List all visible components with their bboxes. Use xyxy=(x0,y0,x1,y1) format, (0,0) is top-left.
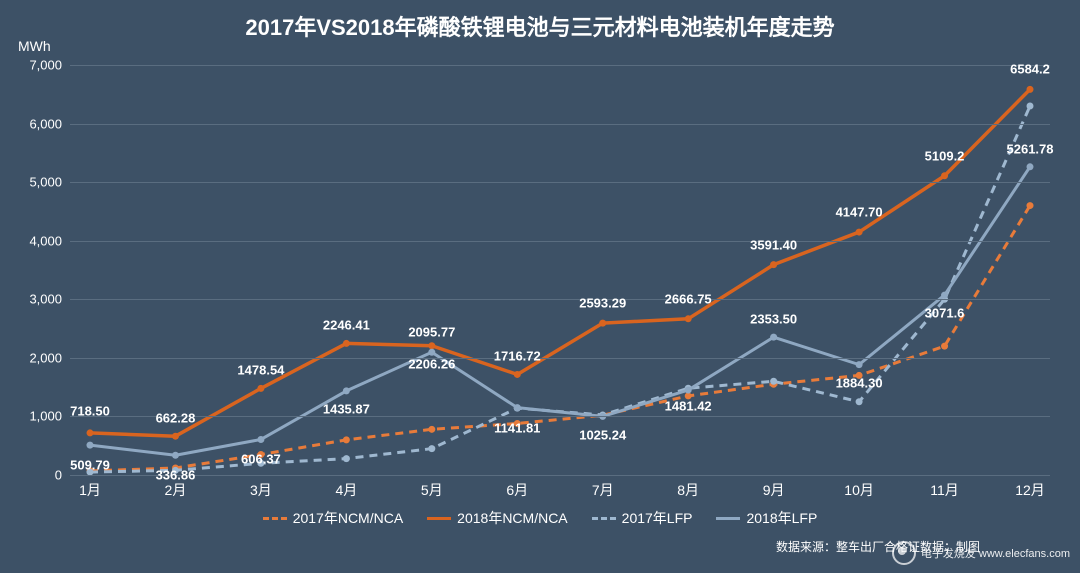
gridline xyxy=(70,475,1050,476)
data-point xyxy=(770,378,777,385)
y-tick-label: 1,000 xyxy=(29,409,62,424)
data-point xyxy=(428,342,435,349)
chart-svg xyxy=(70,65,1050,475)
legend-label: 2017年NCM/NCA xyxy=(293,508,403,528)
y-tick-label: 6,000 xyxy=(29,116,62,131)
y-tick-label: 4,000 xyxy=(29,233,62,248)
data-point xyxy=(428,426,435,433)
data-point xyxy=(257,451,264,458)
data-point xyxy=(343,436,350,443)
legend-item: 2018年LFP xyxy=(716,508,817,528)
gridline xyxy=(70,182,1050,183)
legend-label: 2018年LFP xyxy=(746,508,817,528)
gridline xyxy=(70,416,1050,417)
data-point xyxy=(172,433,179,440)
data-point xyxy=(1027,86,1034,93)
series-line xyxy=(90,89,1030,436)
data-point xyxy=(428,349,435,356)
data-point xyxy=(685,315,692,322)
legend-swatch xyxy=(716,517,740,520)
x-tick-label: 4月 xyxy=(335,480,357,500)
y-tick-label: 3,000 xyxy=(29,292,62,307)
x-tick-label: 7月 xyxy=(592,480,614,500)
data-point xyxy=(172,467,179,474)
y-tick-label: 2,000 xyxy=(29,350,62,365)
legend-item: 2018年NCM/NCA xyxy=(427,508,567,528)
watermark-text: 电子发烧友 www.elecfans.com xyxy=(921,545,1070,561)
legend: 2017年NCM/NCA 2018年NCM/NCA 2017年LFP 2018年LFP xyxy=(0,507,1080,529)
legend-swatch xyxy=(427,517,451,520)
gridline xyxy=(70,358,1050,359)
data-point xyxy=(257,436,264,443)
data-point xyxy=(1027,163,1034,170)
legend-label: 2017年LFP xyxy=(622,508,693,528)
y-tick-label: 0 xyxy=(55,468,62,483)
x-tick-label: 8月 xyxy=(677,480,699,500)
watermark: 电子发烧友 www.elecfans.com xyxy=(892,541,1070,565)
y-axis-label: MWh xyxy=(18,38,51,54)
data-point xyxy=(257,385,264,392)
x-tick-label: 6月 xyxy=(506,480,528,500)
data-point xyxy=(856,361,863,368)
y-tick-label: 5,000 xyxy=(29,175,62,190)
x-tick-label: 9月 xyxy=(763,480,785,500)
legend-item: 2017年LFP xyxy=(592,508,693,528)
data-point xyxy=(343,455,350,462)
legend-swatch xyxy=(592,517,616,520)
x-tick-label: 11月 xyxy=(930,480,959,500)
data-point xyxy=(343,340,350,347)
plot-area: 01,0002,0003,0004,0005,0006,0007,0001月2月… xyxy=(70,65,1050,475)
data-point xyxy=(599,320,606,327)
data-point xyxy=(856,372,863,379)
gridline xyxy=(70,241,1050,242)
series-line xyxy=(90,167,1030,455)
x-tick-label: 5月 xyxy=(421,480,443,500)
data-point xyxy=(770,261,777,268)
gridline xyxy=(70,124,1050,125)
data-point xyxy=(856,398,863,405)
y-tick-label: 7,000 xyxy=(29,58,62,73)
data-point xyxy=(685,387,692,394)
chart-container: 2017年VS2018年磷酸铁锂电池与三元材料电池装机年度走势 MWh 01,0… xyxy=(0,0,1080,573)
gridline xyxy=(70,65,1050,66)
x-tick-label: 2月 xyxy=(165,480,187,500)
data-point xyxy=(514,420,521,427)
data-point xyxy=(770,334,777,341)
legend-item: 2017年NCM/NCA xyxy=(263,508,403,528)
x-tick-label: 1月 xyxy=(79,480,101,500)
x-tick-label: 3月 xyxy=(250,480,272,500)
data-point xyxy=(1027,202,1034,209)
data-point xyxy=(1027,103,1034,110)
data-point xyxy=(172,452,179,459)
watermark-icon xyxy=(892,541,916,565)
data-point xyxy=(514,371,521,378)
legend-swatch xyxy=(263,517,287,520)
legend-label: 2018年NCM/NCA xyxy=(457,508,567,528)
data-point xyxy=(87,442,94,449)
data-point xyxy=(428,445,435,452)
data-point xyxy=(514,404,521,411)
data-point xyxy=(87,429,94,436)
series-line xyxy=(90,206,1030,471)
x-tick-label: 12月 xyxy=(1015,480,1045,500)
data-point xyxy=(856,229,863,236)
data-point xyxy=(941,172,948,179)
x-tick-label: 10月 xyxy=(844,480,874,500)
chart-title: 2017年VS2018年磷酸铁锂电池与三元材料电池装机年度走势 xyxy=(0,10,1080,42)
data-point xyxy=(941,343,948,350)
data-point xyxy=(343,387,350,394)
data-point xyxy=(257,460,264,467)
gridline xyxy=(70,299,1050,300)
data-point xyxy=(941,292,948,299)
